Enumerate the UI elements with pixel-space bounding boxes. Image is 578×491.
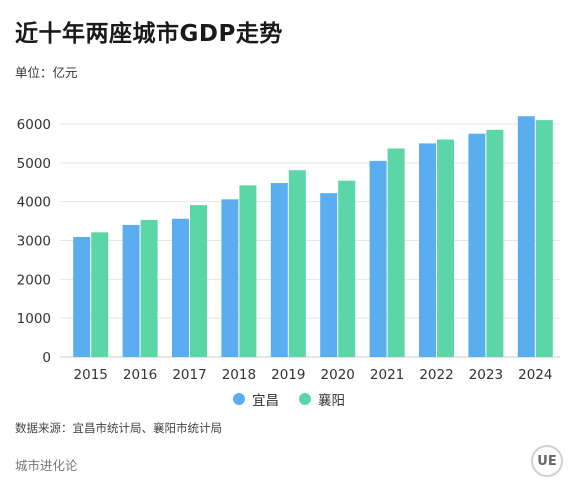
y-tick-label: 4000	[17, 195, 51, 211]
x-tick-label: 2021	[370, 367, 404, 383]
bars	[73, 116, 553, 357]
brand-logo-icon: UE	[531, 445, 563, 477]
x-tick-label: 2019	[271, 367, 305, 383]
bar-yichang-2019	[270, 183, 288, 357]
legend-item-yichang: 宜昌	[233, 389, 279, 409]
y-tick-label: 0	[42, 350, 51, 366]
y-axis-ticks: 0 1000 2000 3000 4000 5000 6000	[17, 117, 51, 366]
bar-yichang-2017	[172, 218, 189, 357]
y-tick-label: 3000	[17, 234, 51, 250]
x-tick-label: 2016	[123, 367, 157, 383]
bar-yichang-2022	[419, 143, 436, 357]
brand-name: 城市进化论	[15, 458, 78, 473]
bar-xiangyang-2022	[437, 139, 454, 357]
x-tick-label: 2018	[222, 367, 256, 383]
bar-xiangyang-2023	[486, 129, 504, 357]
x-tick-label: 2023	[469, 367, 503, 383]
bar-xiangyang-2020	[338, 180, 356, 357]
bar-yichang-2018	[221, 199, 239, 357]
x-tick-label: 2015	[74, 367, 108, 383]
y-tick-label: 1000	[17, 311, 51, 327]
bar-yichang-2023	[468, 133, 486, 357]
legend-dot-xiangyang	[299, 393, 311, 405]
y-tick-label: 2000	[17, 272, 51, 288]
bar-xiangyang-2018	[239, 185, 257, 357]
bar-yichang-2021	[369, 160, 387, 357]
unit-label: 单位：亿元	[15, 65, 78, 80]
x-tick-label: 2017	[172, 367, 206, 383]
bar-xiangyang-2017	[190, 205, 207, 357]
x-axis-ticks: 2015 2016 2017 2018 2019 2020 2021 2022 2023 2024	[74, 367, 553, 383]
legend-label-xiangyang: 襄阳	[318, 393, 345, 409]
chart-title: 近十年两座城市GDP走势	[15, 21, 283, 47]
data-source: 数据来源：宜昌市统计局、襄阳市统计局	[15, 421, 222, 435]
bar-yichang-2016	[122, 224, 140, 357]
bar-yichang-2015	[73, 237, 91, 357]
y-tick-label: 6000	[17, 117, 51, 133]
bar-yichang-2020	[320, 193, 338, 357]
legend: 宜昌 襄阳	[0, 389, 578, 409]
bar-yichang-2024	[517, 116, 535, 357]
legend-dot-yichang	[233, 393, 245, 405]
bar-xiangyang-2016	[140, 219, 158, 357]
legend-label-yichang: 宜昌	[252, 393, 279, 409]
bar-xiangyang-2024	[535, 120, 553, 357]
x-tick-label: 2020	[321, 367, 355, 383]
x-tick-label: 2024	[518, 367, 552, 383]
bar-xiangyang-2021	[387, 148, 405, 357]
y-tick-label: 5000	[17, 156, 51, 172]
x-tick-label: 2022	[419, 367, 453, 383]
bar-xiangyang-2015	[91, 232, 109, 357]
bar-xiangyang-2019	[288, 170, 306, 357]
legend-item-xiangyang: 襄阳	[299, 389, 345, 409]
